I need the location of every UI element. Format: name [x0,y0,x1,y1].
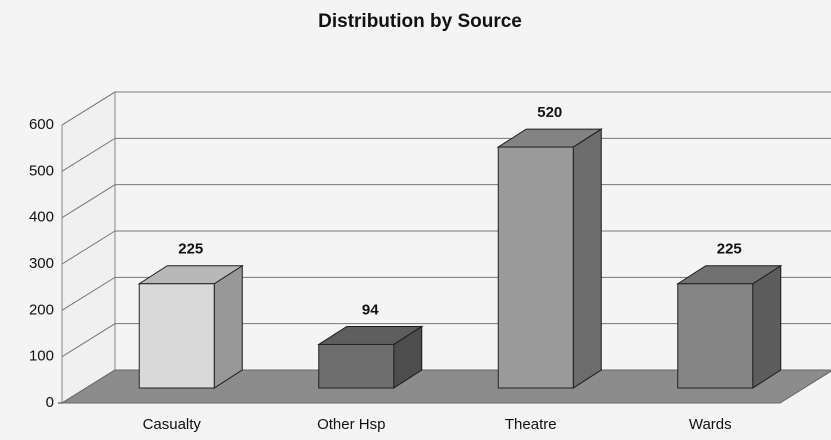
floor [60,369,831,404]
bar [318,343,395,389]
x-tick-label: Other Hsp [317,416,385,433]
bar-side [213,264,243,389]
y-tick-label: 100 [29,348,54,365]
y-tick-label: 200 [29,301,54,318]
y-tick-label: 500 [29,162,54,179]
bar-side [572,128,602,389]
bar-side [752,264,782,389]
y-tick-label: 600 [29,116,54,133]
y-tick-label: 300 [29,255,54,272]
data-label: 225 [178,241,203,258]
x-tick-label: Theatre [505,416,557,433]
chart-title: Distribution by Source [318,11,522,32]
data-label: 520 [537,104,562,121]
data-label: 94 [362,301,379,318]
x-tick-label: Wards [689,416,732,433]
y-tick-label: 400 [29,209,54,226]
y-tick-label: 0 [46,394,54,411]
grid-line [61,91,831,126]
data-label: 225 [717,241,742,258]
bar [677,283,754,389]
bar [497,146,574,389]
bar [138,283,215,389]
x-tick-label: Casualty [143,416,202,433]
